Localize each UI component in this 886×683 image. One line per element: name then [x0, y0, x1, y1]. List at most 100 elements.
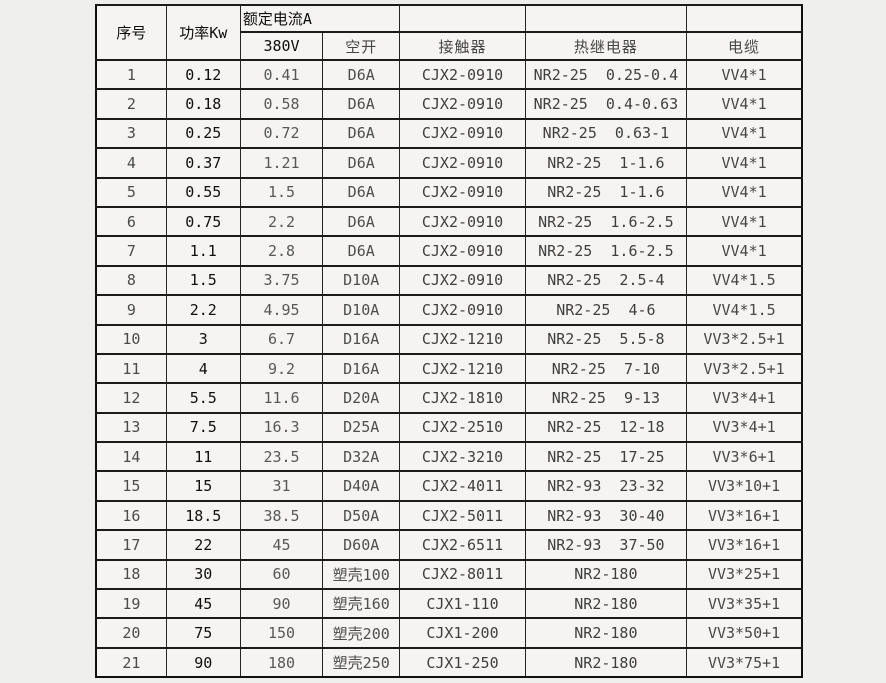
- cell-cable: VV4*1: [686, 235, 802, 266]
- cell-circuit-breaker: 塑壳250: [322, 646, 400, 678]
- cell-serial-number: 2: [95, 88, 167, 119]
- cell-thermal-relay: NR2-25 7-10: [524, 352, 687, 384]
- cell-serial-number: 18: [95, 558, 167, 590]
- cell-circuit-breaker: D20A: [322, 382, 400, 413]
- header-serial: 序号: [95, 4, 167, 60]
- table-row: 3 0.25 0.72 D6A CJX2-0910 NR2-25 0.63-1 …: [95, 117, 802, 149]
- cell-thermal-relay: NR2-25 0.4-0.63: [524, 88, 687, 119]
- cell-contactor: CJX2-0910: [399, 88, 526, 119]
- cell-circuit-breaker: D16A: [322, 352, 400, 384]
- cell-current-380v: 31: [239, 470, 323, 501]
- cell-contactor: CJX2-0910: [399, 205, 526, 237]
- cell-serial-number: 9: [95, 294, 167, 325]
- cell-cable: VV4*1.5: [686, 294, 802, 325]
- cell-serial-number: 15: [95, 470, 167, 501]
- cell-circuit-breaker: D16A: [322, 323, 400, 354]
- cell-serial-number: 7: [95, 235, 167, 266]
- cell-power-kw: 0.25: [165, 117, 241, 149]
- cell-current-380v: 45: [239, 529, 323, 560]
- cell-contactor: CJX2-1210: [399, 323, 526, 354]
- table-row: 20 75 150 塑壳200 CJX1-200 NR2-180 VV3*50+…: [95, 617, 802, 648]
- cell-circuit-breaker: 塑壳160: [322, 588, 400, 619]
- cell-power-kw: 45: [165, 588, 241, 619]
- cell-serial-number: 19: [95, 588, 167, 619]
- cell-cable: VV4*1: [686, 205, 802, 237]
- cell-current-380v: 2.8: [239, 235, 323, 266]
- cell-power-kw: 0.75: [165, 205, 241, 237]
- cell-power-kw: 90: [165, 646, 241, 678]
- cell-contactor: CJX2-2510: [399, 411, 526, 443]
- cell-thermal-relay: NR2-180: [524, 646, 687, 678]
- cell-power-kw: 15: [165, 470, 241, 501]
- cell-serial-number: 1: [95, 58, 167, 90]
- cell-thermal-relay: NR2-180: [524, 588, 687, 619]
- cell-cable: VV3*50+1: [686, 617, 802, 648]
- cell-cable: VV4*1: [686, 147, 802, 178]
- cell-thermal-relay: NR2-25 9-13: [524, 382, 687, 413]
- cell-cable: VV4*1: [686, 176, 802, 207]
- table-row: 16 18.5 38.5 D50A CJX2-5011 NR2-93 30-40…: [95, 499, 802, 531]
- table-row: 19 45 90 塑壳160 CJX1-110 NR2-180 VV3*35+1: [95, 588, 802, 619]
- table-row: 13 7.5 16.3 D25A CJX2-2510 NR2-25 12-18 …: [95, 411, 802, 443]
- cell-circuit-breaker: D6A: [322, 147, 400, 178]
- cell-serial-number: 4: [95, 147, 167, 178]
- table-row: 9 2.2 4.95 D10A CJX2-0910 NR2-25 4-6 VV4…: [95, 294, 802, 325]
- table-row: 15 15 31 D40A CJX2-4011 NR2-93 23-32 VV3…: [95, 470, 802, 501]
- cell-circuit-breaker: D6A: [322, 88, 400, 119]
- cell-thermal-relay: NR2-25 4-6: [524, 294, 687, 325]
- cell-power-kw: 4: [165, 352, 241, 384]
- cell-power-kw: 1.5: [165, 264, 241, 296]
- cell-serial-number: 20: [95, 617, 167, 648]
- cell-serial-number: 16: [95, 499, 167, 531]
- cell-circuit-breaker: D6A: [322, 235, 400, 266]
- cell-contactor: CJX2-0910: [399, 294, 526, 325]
- table-row: 7 1.1 2.8 D6A CJX2-0910 NR2-25 1.6-2.5 V…: [95, 235, 802, 266]
- table-row: 2 0.18 0.58 D6A CJX2-0910 NR2-25 0.4-0.6…: [95, 88, 802, 119]
- cell-cable: VV3*10+1: [686, 470, 802, 501]
- cell-circuit-breaker: D60A: [322, 529, 400, 560]
- cell-thermal-relay: NR2-25 1.6-2.5: [524, 235, 687, 266]
- cell-cable: VV3*4+1: [686, 411, 802, 443]
- cell-power-kw: 0.55: [165, 176, 241, 207]
- cell-contactor: CJX2-0910: [399, 264, 526, 296]
- cell-power-kw: 30: [165, 558, 241, 590]
- cell-thermal-relay: NR2-25 17-25: [524, 441, 687, 472]
- cell-cable: VV4*1: [686, 58, 802, 90]
- cell-serial-number: 11: [95, 352, 167, 384]
- table-row: 6 0.75 2.2 D6A CJX2-0910 NR2-25 1.6-2.5 …: [95, 205, 802, 237]
- header-spacer-contactor: [399, 4, 526, 32]
- cell-contactor: CJX1-110: [399, 588, 526, 619]
- cell-current-380v: 1.5: [239, 176, 323, 207]
- table-container: 序号 功率Kw 额定电流A 380V 空开 接触器 热继电器 电缆 1 0.12…: [95, 4, 803, 679]
- cell-circuit-breaker: D40A: [322, 470, 400, 501]
- table-row: 4 0.37 1.21 D6A CJX2-0910 NR2-25 1-1.6 V…: [95, 147, 802, 178]
- header-rated-current: 额定电流A: [239, 4, 400, 32]
- table-row: 12 5.5 11.6 D20A CJX2-1810 NR2-25 9-13 V…: [95, 382, 802, 413]
- cell-power-kw: 0.12: [165, 58, 241, 90]
- cell-current-380v: 0.41: [239, 58, 323, 90]
- cell-serial-number: 21: [95, 646, 167, 678]
- cell-contactor: CJX2-6511: [399, 529, 526, 560]
- cell-power-kw: 75: [165, 617, 241, 648]
- header-spacer-relay: [524, 4, 687, 32]
- cell-current-380v: 1.21: [239, 147, 323, 178]
- header-contactor: 接触器: [399, 31, 526, 60]
- cell-serial-number: 14: [95, 441, 167, 472]
- cell-cable: VV3*2.5+1: [686, 352, 802, 384]
- header-380v: 380V: [239, 31, 323, 60]
- header-row-1: 序号 功率Kw 额定电流A: [95, 4, 802, 60]
- cell-power-kw: 5.5: [165, 382, 241, 413]
- motor-component-selection-table: 序号 功率Kw 额定电流A 380V 空开 接触器 热继电器 电缆 1 0.12…: [95, 4, 803, 679]
- cell-power-kw: 22: [165, 529, 241, 560]
- cell-power-kw: 7.5: [165, 411, 241, 443]
- cell-serial-number: 3: [95, 117, 167, 149]
- cell-current-380v: 150: [239, 617, 323, 648]
- cell-current-380v: 90: [239, 588, 323, 619]
- cell-thermal-relay: NR2-180: [524, 617, 687, 648]
- cell-current-380v: 4.95: [239, 294, 323, 325]
- header-power: 功率Kw: [165, 4, 241, 60]
- table-row: 14 11 23.5 D32A CJX2-3210 NR2-25 17-25 V…: [95, 441, 802, 472]
- cell-current-380v: 3.75: [239, 264, 323, 296]
- cell-contactor: CJX2-3210: [399, 441, 526, 472]
- cell-power-kw: 0.18: [165, 88, 241, 119]
